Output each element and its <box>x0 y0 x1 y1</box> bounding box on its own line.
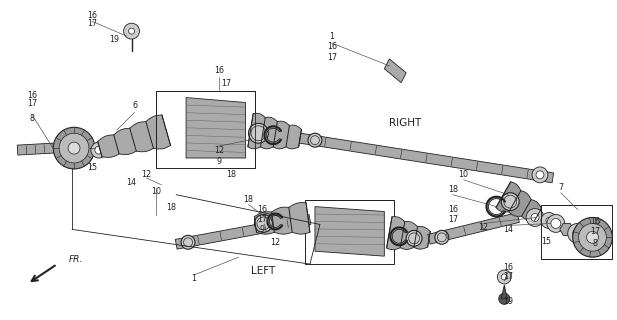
Text: 16: 16 <box>213 66 224 75</box>
Polygon shape <box>428 213 520 244</box>
Text: 19: 19 <box>110 35 120 44</box>
Polygon shape <box>560 223 574 236</box>
Polygon shape <box>254 203 310 234</box>
Text: 9: 9 <box>260 225 265 234</box>
Text: 18: 18 <box>244 195 254 204</box>
Text: 18: 18 <box>166 203 176 212</box>
Text: 12: 12 <box>213 146 224 155</box>
Circle shape <box>59 133 89 163</box>
Text: 17: 17 <box>221 79 231 88</box>
Polygon shape <box>387 217 430 250</box>
Polygon shape <box>501 285 507 299</box>
Polygon shape <box>496 182 542 221</box>
Bar <box>541 204 612 259</box>
Circle shape <box>587 231 598 243</box>
Bar <box>156 91 255 168</box>
Text: 17: 17 <box>590 227 600 236</box>
Circle shape <box>551 219 561 228</box>
Circle shape <box>499 293 510 304</box>
Circle shape <box>526 209 544 227</box>
Polygon shape <box>265 126 281 144</box>
Circle shape <box>68 142 80 154</box>
Circle shape <box>435 230 449 244</box>
Polygon shape <box>97 115 170 157</box>
Circle shape <box>308 133 322 147</box>
Text: 10: 10 <box>458 170 469 180</box>
Circle shape <box>497 270 511 284</box>
Circle shape <box>541 212 557 228</box>
Text: 16: 16 <box>27 91 38 100</box>
Polygon shape <box>391 228 407 245</box>
Text: 19: 19 <box>503 297 513 306</box>
Circle shape <box>128 28 135 34</box>
Text: RIGHT: RIGHT <box>389 118 421 128</box>
Circle shape <box>531 213 539 221</box>
Text: 18: 18 <box>226 170 236 180</box>
Text: 8: 8 <box>30 114 35 123</box>
Text: 1: 1 <box>329 32 334 41</box>
Text: 1: 1 <box>191 275 196 284</box>
Text: 17: 17 <box>503 272 513 282</box>
Text: 16: 16 <box>87 11 97 20</box>
Text: LEFT: LEFT <box>251 266 275 276</box>
Circle shape <box>181 235 195 249</box>
Circle shape <box>546 218 552 223</box>
Text: 17: 17 <box>327 53 337 62</box>
Text: 17: 17 <box>27 99 38 108</box>
Text: 18: 18 <box>448 185 458 194</box>
Polygon shape <box>186 98 246 158</box>
Text: 16: 16 <box>448 205 458 214</box>
Text: 17: 17 <box>87 19 97 28</box>
Text: 16: 16 <box>327 43 337 52</box>
Circle shape <box>579 223 607 251</box>
Circle shape <box>406 230 422 246</box>
Text: 12: 12 <box>270 238 280 247</box>
Polygon shape <box>299 133 553 183</box>
Text: 12: 12 <box>478 223 489 232</box>
Text: 17: 17 <box>257 215 267 224</box>
Circle shape <box>501 193 519 211</box>
Circle shape <box>536 171 544 179</box>
Polygon shape <box>384 59 406 83</box>
Polygon shape <box>17 143 54 155</box>
Circle shape <box>568 223 587 243</box>
Circle shape <box>249 123 268 143</box>
Polygon shape <box>175 215 311 249</box>
Polygon shape <box>248 113 302 149</box>
Circle shape <box>91 142 107 158</box>
Circle shape <box>573 228 582 238</box>
Text: 15: 15 <box>541 237 551 246</box>
Circle shape <box>501 274 507 280</box>
Circle shape <box>573 218 612 257</box>
Polygon shape <box>267 213 282 229</box>
Polygon shape <box>315 207 384 256</box>
Text: 16: 16 <box>257 205 267 214</box>
Text: 7: 7 <box>558 183 563 192</box>
Circle shape <box>123 23 139 39</box>
Bar <box>305 200 394 264</box>
Circle shape <box>532 167 548 183</box>
Text: 9: 9 <box>216 157 222 166</box>
Text: 8: 8 <box>593 239 598 248</box>
Circle shape <box>53 127 95 169</box>
Text: 16: 16 <box>503 263 513 272</box>
Circle shape <box>254 214 272 232</box>
Text: FR.: FR. <box>69 255 83 264</box>
Text: 14: 14 <box>503 225 513 234</box>
Circle shape <box>547 214 565 232</box>
Text: 12: 12 <box>141 170 152 180</box>
Text: 15: 15 <box>87 164 97 172</box>
Polygon shape <box>486 197 505 217</box>
Circle shape <box>95 146 103 154</box>
Text: 16: 16 <box>590 217 600 226</box>
Text: 6: 6 <box>132 101 137 110</box>
Text: 17: 17 <box>448 215 458 224</box>
Text: 14: 14 <box>126 178 136 187</box>
Text: 10: 10 <box>151 187 161 196</box>
